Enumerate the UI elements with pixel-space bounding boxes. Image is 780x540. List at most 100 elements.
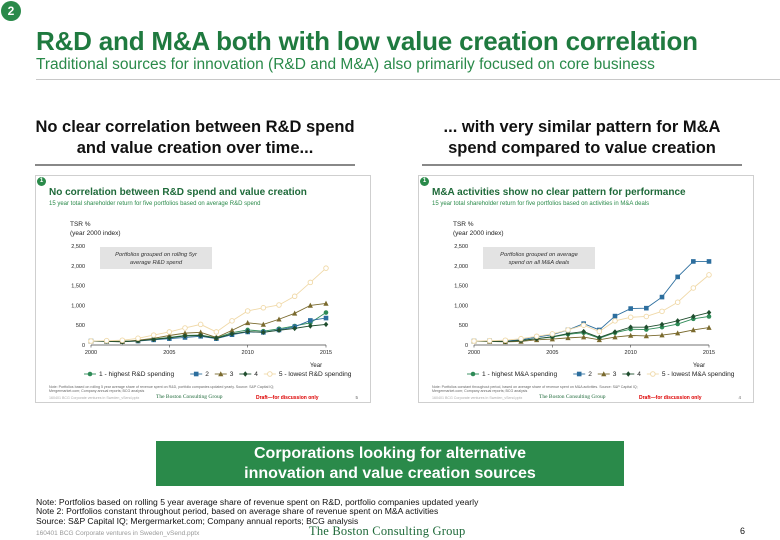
data-point xyxy=(182,330,188,336)
data-point xyxy=(643,333,649,339)
data-point xyxy=(260,305,267,311)
data-point xyxy=(166,329,173,335)
data-point xyxy=(276,316,282,322)
rd-chart-panel: 1 No correlation between R&D spend and v… xyxy=(35,175,371,403)
data-point xyxy=(135,335,141,342)
data-point xyxy=(244,308,251,314)
right-heading-line-2: spend compared to value creation xyxy=(448,139,716,157)
data-point xyxy=(229,318,235,324)
data-point xyxy=(596,328,603,335)
legend-label: 1 - highest M&A spending xyxy=(482,371,557,378)
x-tick-label: 2000 xyxy=(85,350,97,356)
data-point xyxy=(245,320,251,326)
ma-tsr-line-chart: TSR % (year 2000 index) 0 500 1,000 1,500 2,00… xyxy=(453,221,735,378)
legend-label: 5 - lowest R&D spending xyxy=(279,371,352,378)
legend-label: 5 - lowest M&A spending xyxy=(662,371,735,378)
data-point xyxy=(229,331,235,337)
legend-entry: 4 xyxy=(239,371,258,378)
data-point xyxy=(691,313,696,320)
legend-entry: 4 xyxy=(622,371,641,378)
right-heading-line-1: ... with very similar pattern for M&A xyxy=(443,118,721,136)
panel-title: M&A activities show no clear pattern for… xyxy=(432,187,686,198)
x-tick-label: 2000 xyxy=(468,350,480,356)
data-point xyxy=(659,332,665,338)
data-point xyxy=(292,325,297,332)
legend-entry: 5 - lowest M&A spending xyxy=(646,371,735,378)
data-point xyxy=(706,259,712,264)
legend-label: 2 xyxy=(588,371,592,378)
panel-page-number: 4 xyxy=(738,395,741,400)
data-point xyxy=(502,337,509,343)
callout-line-1: Corporations looking for alternative xyxy=(253,445,527,462)
page-number: 6 xyxy=(739,526,745,536)
data-point xyxy=(626,371,631,377)
data-point xyxy=(580,322,587,328)
y-tick-label: 2,500 xyxy=(71,244,85,250)
annotation-box xyxy=(100,247,212,269)
data-point xyxy=(267,371,273,377)
data-point xyxy=(260,321,266,327)
source-note: Source: S&P Capital IQ; Mergermarket.com… xyxy=(36,515,359,526)
series-line xyxy=(90,317,327,343)
y-tick-label: 2,000 xyxy=(454,264,468,270)
x-axis-label: Year xyxy=(693,363,705,369)
data-point xyxy=(581,334,587,340)
series-line xyxy=(473,260,709,342)
legend-entry: 1 - highest M&A spending xyxy=(467,371,557,378)
series-line xyxy=(473,327,710,343)
x-tick-label: 2005 xyxy=(546,350,558,356)
panel-footer-file: 160401 BCG Corporate ventures in Sweden_… xyxy=(49,396,140,400)
data-point xyxy=(706,272,712,278)
data-point xyxy=(261,329,266,336)
legend-entry: 3 xyxy=(214,371,234,378)
slide-notes: Note: Portfolios based on rolling 5 year… xyxy=(36,497,478,526)
data-point xyxy=(597,334,602,341)
y-axis-label: TSR % xyxy=(453,221,474,228)
legend-entry: 2 xyxy=(190,371,209,378)
panel-subtitle: 15 year total shareholder return for fiv… xyxy=(49,201,261,207)
data-point xyxy=(323,310,329,315)
data-point xyxy=(214,335,219,341)
series-5 xyxy=(88,265,329,344)
data-point xyxy=(549,331,556,337)
data-point xyxy=(675,274,680,280)
data-point xyxy=(650,371,656,377)
data-point xyxy=(213,329,220,335)
data-point xyxy=(323,300,329,306)
data-point xyxy=(659,294,665,300)
data-point xyxy=(103,337,110,344)
data-point xyxy=(150,332,157,338)
annotation-line-1: Portfolios grouped on rolling 5yr xyxy=(115,252,198,258)
annotation-line-2: spend on all M&A deals xyxy=(509,260,570,266)
data-point xyxy=(218,371,224,377)
left-heading-line-2: and value creation over time... xyxy=(76,139,314,157)
x-tick-label: 2010 xyxy=(242,350,254,356)
panel-page-number: 5 xyxy=(355,395,358,400)
data-point xyxy=(291,293,298,300)
data-point xyxy=(533,333,540,340)
data-point xyxy=(276,302,282,308)
y-tick-label: 1,500 xyxy=(71,284,85,290)
data-point xyxy=(612,318,618,324)
panel-note: Note: Portfolios constant throughout per… xyxy=(432,385,638,394)
series-line xyxy=(90,323,327,343)
legend-entry: 5 - lowest R&D spending xyxy=(263,371,352,378)
series-line xyxy=(90,267,327,342)
data-point xyxy=(323,321,329,328)
y-tick-label: 1,000 xyxy=(71,303,85,309)
data-point xyxy=(565,335,571,341)
panel-draft-label: Draft—for discussion only xyxy=(639,395,702,401)
data-point xyxy=(675,318,680,324)
legend-entry: 2 xyxy=(573,371,592,378)
data-point xyxy=(307,302,313,308)
x-tick-label: 2010 xyxy=(625,350,637,356)
data-point xyxy=(628,324,633,330)
data-point xyxy=(674,299,681,305)
data-point xyxy=(308,323,313,329)
panel-bcg-logo: The Boston Consulting Group xyxy=(156,394,223,400)
left-column-rule xyxy=(35,164,355,166)
y-tick-label: 1,000 xyxy=(454,303,468,309)
slide-section-badge: 2 xyxy=(1,1,21,21)
y-axis-label: (year 2000 index) xyxy=(70,230,121,237)
data-point xyxy=(198,332,203,339)
